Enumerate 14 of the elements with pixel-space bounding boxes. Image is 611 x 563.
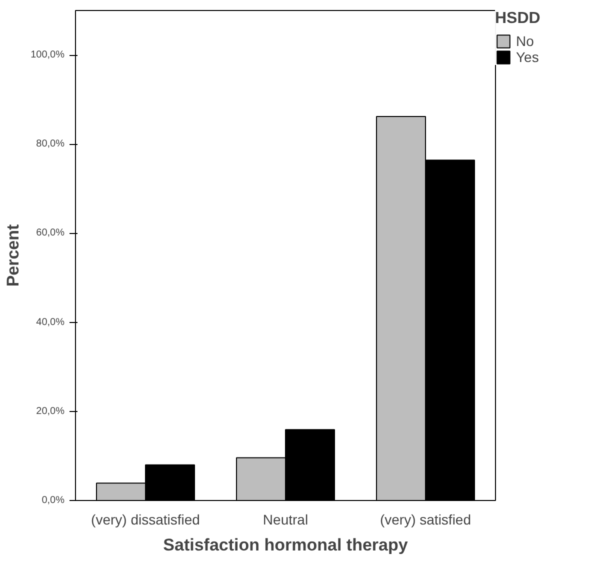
x-axis-title: Satisfaction hormonal therapy [163, 536, 408, 554]
x-tick-label: (very) satisfied [380, 512, 472, 528]
y-tick-label: 0,0% [42, 495, 65, 506]
legend-title: HSDD [495, 10, 540, 28]
y-tick-label: 20,0% [36, 406, 65, 417]
legend-label: No [516, 33, 535, 49]
y-axis-title: Percent [4, 224, 23, 287]
y-tick-label: 100,0% [30, 50, 65, 61]
y-tick-label: 80,0% [36, 138, 65, 150]
y-tick-label: 40,0% [36, 316, 65, 328]
x-tick-label: Neutral [262, 512, 308, 528]
y-tick-label: 60,0% [36, 228, 65, 239]
legend-label: Yes [516, 49, 539, 65]
x-tick-label: (very) dissatisfied [91, 512, 200, 528]
